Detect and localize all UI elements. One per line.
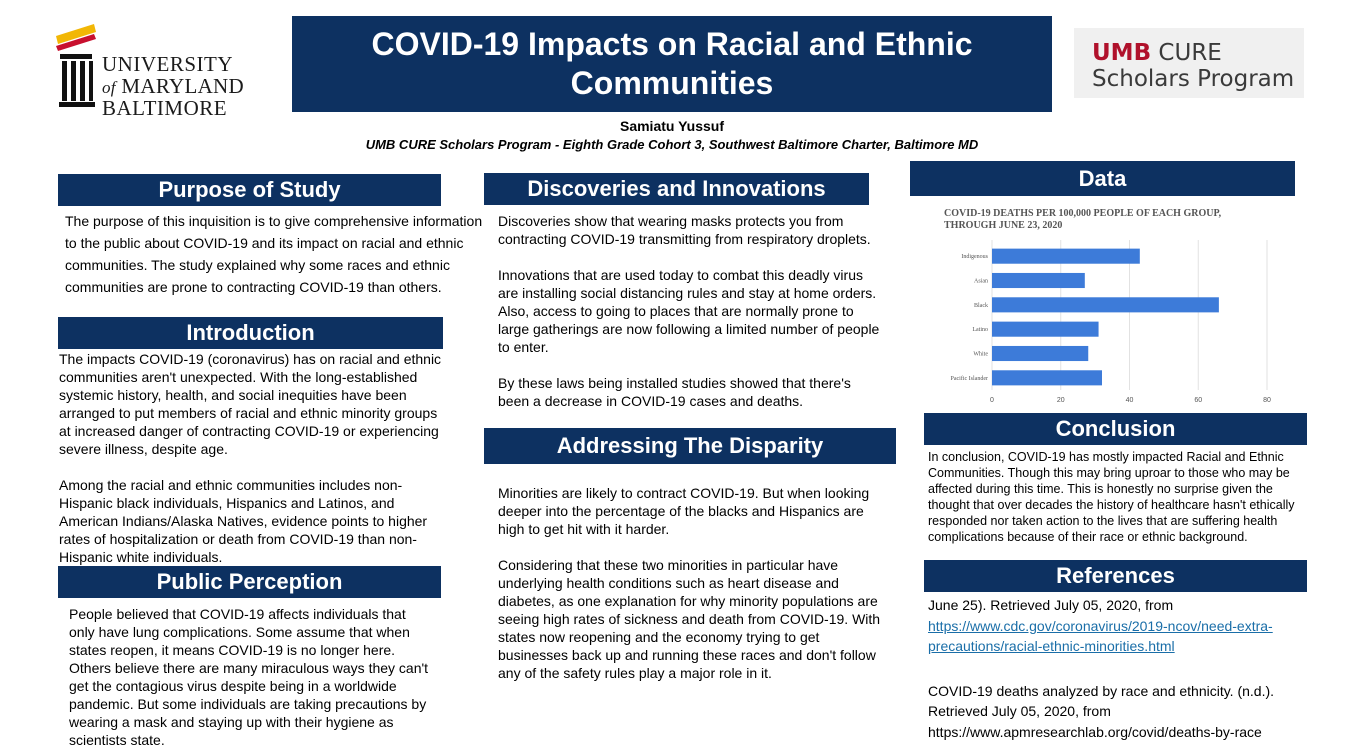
reference-2-text: COVID-19 deaths analyzed by race and eth… <box>928 682 1275 720</box>
chart-title: COVID-19 DEATHS PER 100,000 PEOPLE OF EA… <box>944 208 1222 231</box>
references-heading: References <box>924 560 1307 592</box>
cure-logo-brand: UMB <box>1092 40 1152 66</box>
chart-bar <box>992 297 1219 313</box>
chart-x-tick-label: 20 <box>1057 397 1065 404</box>
umb-logo-line1: UNIVERSITY <box>102 52 233 76</box>
umb-logo-line2: of MARYLAND <box>102 74 244 98</box>
author-affiliation: UMB CURE Scholars Program - Eighth Grade… <box>365 137 979 152</box>
references-text: June 25). Retrieved July 05, 2020, from … <box>928 595 1318 742</box>
chart-bar <box>992 272 1085 289</box>
data-heading: Data <box>910 161 1295 196</box>
chart-bar <box>992 370 1102 386</box>
umb-logo-line3: BALTIMORE <box>102 96 228 120</box>
reference-1-text: June 25). Retrieved July 05, 2020, from <box>928 597 1174 613</box>
discoveries-paragraph-3: By these laws being installed studies sh… <box>498 375 851 409</box>
introduction-text: The impacts COVID-19 (coronavirus) has o… <box>59 350 444 566</box>
author-name: Samiatu Yussuf <box>619 118 724 134</box>
chart-bar <box>992 345 1089 362</box>
chart-bar <box>992 248 1140 264</box>
chart-category-label: Pacific Islander <box>951 375 988 382</box>
chart-plot: 0 20 40 60 80 Indigenous Asian Black Latino White… <box>951 240 1271 404</box>
chart-category-label: Latino <box>972 327 988 333</box>
chart-category-label: Black <box>974 303 988 309</box>
chart-x-tick-label: 0 <box>990 397 994 404</box>
poster-title: COVID-19 Impacts on Racial and Ethnic Co… <box>371 26 973 101</box>
reference-2-url: https://www.apmresearchlab.org/covid/dea… <box>928 723 1262 740</box>
discoveries-heading: Discoveries and Innovations <box>484 173 869 205</box>
introduction-paragraph-1: The impacts COVID-19 (coronavirus) has o… <box>59 351 442 457</box>
chart-category-label: Asian <box>974 279 988 285</box>
university-of-maryland-baltimore-logo: UNIVERSITY of MARYLAND BALTIMORE <box>54 20 264 120</box>
disparity-paragraph-2: Considering that these two minorities in… <box>498 557 881 681</box>
perception-heading: Public Perception <box>58 566 441 598</box>
chart-x-tick-label: 60 <box>1194 397 1202 404</box>
title-banner: COVID-19 Impacts on Racial and Ethnic Co… <box>292 16 1052 112</box>
discoveries-paragraph-2: Innovations that are used today to comba… <box>498 267 880 355</box>
conclusion-heading: Conclusion <box>924 413 1307 445</box>
chart-category-label: White <box>973 352 988 358</box>
disparity-text: Minorities are likely to contract COVID-… <box>498 484 883 682</box>
conclusion-text: In conclusion, COVID-19 has mostly impac… <box>928 450 1295 544</box>
umb-columns-icon <box>56 24 96 107</box>
chart-bar <box>992 321 1099 337</box>
disparity-heading: Addressing The Disparity <box>484 428 896 464</box>
cure-logo-cure: CURE <box>1151 40 1222 66</box>
introduction-heading: Introduction <box>58 317 443 349</box>
deaths-bar-chart: COVID-19 DEATHS PER 100,000 PEOPLE OF EA… <box>930 204 1290 414</box>
perception-text: People believed that COVID-19 affects in… <box>69 606 429 748</box>
cure-logo-line2: Scholars Program <box>1092 66 1295 92</box>
purpose-heading: Purpose of Study <box>58 174 441 206</box>
chart-x-tick-label: 40 <box>1126 397 1134 404</box>
chart-category-label: Indigenous <box>961 254 988 260</box>
introduction-paragraph-2: Among the racial and ethnic communities … <box>59 477 428 565</box>
discoveries-paragraph-1: Discoveries show that wearing masks prot… <box>498 213 871 247</box>
disparity-paragraph-1: Minorities are likely to contract COVID-… <box>498 485 870 537</box>
umb-cure-scholars-logo: UMB CURE Scholars Program <box>1074 28 1304 98</box>
purpose-text: The purpose of this inquisition is to gi… <box>65 213 483 295</box>
reference-1-link[interactable]: https://www.cdc.gov/coronavirus/2019-nco… <box>928 617 1273 655</box>
discoveries-text: Discoveries show that wearing masks prot… <box>498 212 883 410</box>
chart-x-tick-label: 80 <box>1263 397 1271 404</box>
